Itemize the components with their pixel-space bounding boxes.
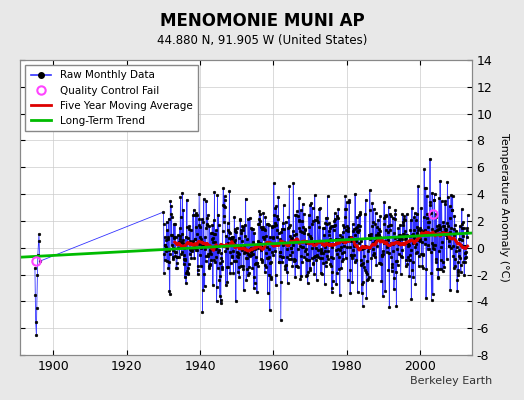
Text: 44.880 N, 91.905 W (United States): 44.880 N, 91.905 W (United States) <box>157 34 367 47</box>
Legend: Raw Monthly Data, Quality Control Fail, Five Year Moving Average, Long-Term Tren: Raw Monthly Data, Quality Control Fail, … <box>26 65 198 131</box>
Text: Berkeley Earth: Berkeley Earth <box>410 376 493 386</box>
Text: MENOMONIE MUNI AP: MENOMONIE MUNI AP <box>160 12 364 30</box>
Y-axis label: Temperature Anomaly (°C): Temperature Anomaly (°C) <box>499 133 509 282</box>
